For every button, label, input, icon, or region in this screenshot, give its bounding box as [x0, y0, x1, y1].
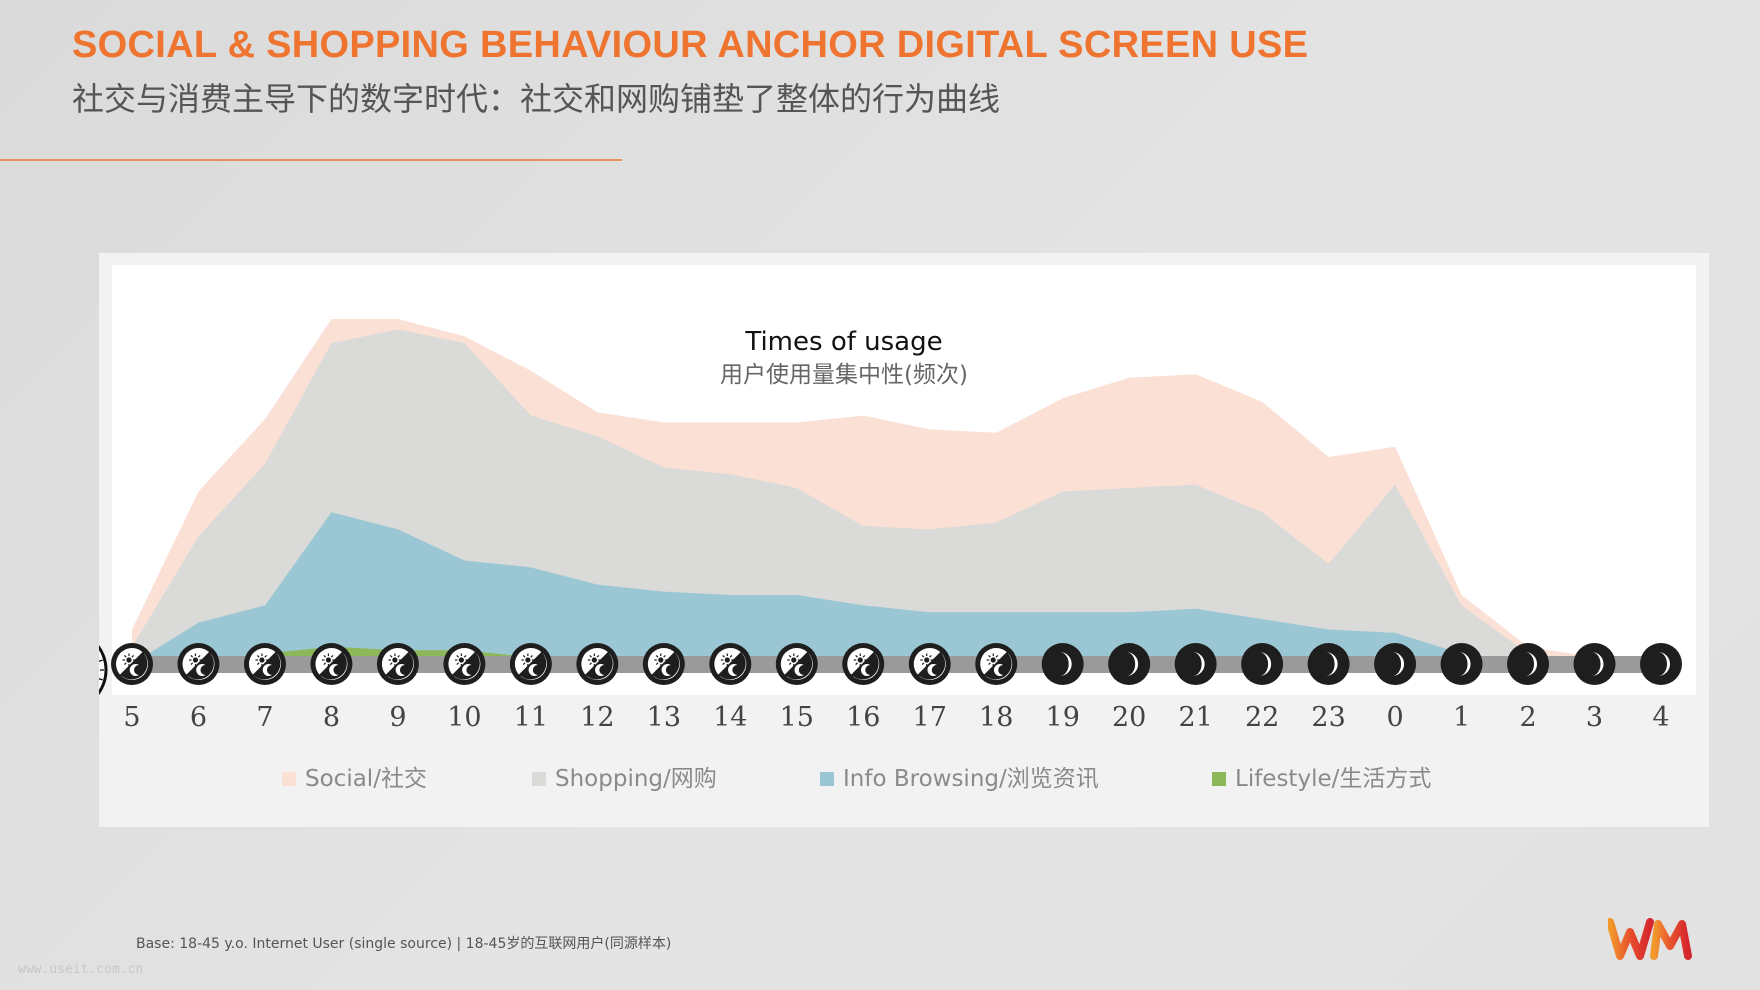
moon-icon: [1174, 643, 1217, 685]
legend-label: Info Browsing/浏览资讯: [843, 766, 1099, 792]
page-title: SOCIAL & SHOPPING BEHAVIOUR ANCHOR DIGIT…: [72, 24, 1309, 66]
x-tick-label: 9: [389, 702, 406, 733]
sun-moon-icon: [443, 643, 486, 685]
sun-moon-icon: [642, 643, 685, 685]
legend-label: Social/社交: [305, 766, 427, 792]
x-tick-label: 20: [1112, 702, 1146, 733]
sun-moon-icon: [975, 643, 1018, 685]
moon-icon: [1440, 643, 1483, 685]
x-tick-label: 17: [913, 702, 947, 733]
moon-icon: [1640, 643, 1682, 685]
sun-moon-icon: [908, 643, 951, 685]
sun-moon-icon: [111, 643, 153, 685]
chart-subtitle: 用户使用量集中性(频次): [720, 362, 968, 388]
x-tick-label: 8: [323, 702, 340, 733]
x-tick-label: 19: [1046, 702, 1080, 733]
x-tick-label: 7: [256, 702, 273, 733]
moon-icon: [1507, 643, 1550, 685]
moon-icon: [1573, 643, 1616, 685]
legend-label: Shopping/网购: [555, 766, 717, 792]
watermark-text: www.useit.com.cn: [18, 962, 144, 977]
page-subtitle: 社交与消费主导下的数字时代：社交和网购铺垫了整体的行为曲线: [72, 80, 1001, 118]
legend-label: Lifestyle/生活方式: [1235, 766, 1431, 792]
x-tick-label: 22: [1245, 702, 1279, 733]
x-tick-label: 18: [979, 702, 1013, 733]
legend-swatch: [282, 772, 296, 786]
sun-moon-icon: [243, 643, 286, 685]
x-tick-label: 23: [1311, 702, 1345, 733]
x-tick-label: 14: [713, 702, 747, 733]
x-tick-label: 2: [1519, 702, 1536, 733]
x-tick-label: 12: [580, 702, 614, 733]
moon-icon: [1307, 643, 1350, 685]
x-tick-label: 21: [1178, 702, 1212, 733]
sun-moon-icon: [310, 643, 353, 685]
timeline-bar: [115, 656, 1675, 673]
x-tick-label: 16: [846, 702, 880, 733]
x-tick-label: 6: [190, 702, 207, 733]
chart-legend: Social/社交 Shopping/网购 Info Browsing/浏览资讯 Li…: [282, 766, 1431, 792]
hour-icons-group: [111, 643, 1682, 685]
x-tick-label: 10: [447, 702, 481, 733]
wm-logo: [1608, 918, 1692, 960]
x-tick-label: 1: [1453, 702, 1470, 733]
x-tick-label: 5: [123, 702, 140, 733]
x-tick-label: 4: [1652, 702, 1669, 733]
x-tick-label: 11: [514, 702, 548, 733]
sun-moon-icon: [509, 643, 552, 685]
base-footnote: Base: 18-45 y.o. Internet User (single s…: [136, 936, 672, 952]
legend-swatch: [820, 772, 834, 786]
moon-icon: [1108, 643, 1151, 685]
moon-icon: [1241, 643, 1284, 685]
sun-moon-icon: [842, 643, 885, 685]
sun-moon-icon: [709, 643, 752, 685]
sun-moon-icon: [576, 643, 619, 685]
x-tick-label: 3: [1586, 702, 1603, 733]
moon-icon: [1041, 643, 1084, 685]
usage-area-chart: Times of usage 用户使用量集中性(频次) 5 6 7 8 9 10 11 12 1…: [99, 265, 1696, 792]
area-series-2: [132, 512, 1661, 664]
x-tick-labels: 5 6 7 8 9 10 11 12 13 14 15 16 17 18 19 20 21 22 23 0 1 2 3 4: [123, 702, 1669, 733]
legend-swatch: [532, 772, 546, 786]
x-tick-label: 0: [1386, 702, 1403, 733]
chart-panel: Times of usage 用户使用量集中性(频次) 5 6 7 8 9 10 11 12 1…: [99, 253, 1709, 827]
moon-icon: [1374, 643, 1417, 685]
chart-title: Times of usage: [744, 327, 942, 357]
title-divider: [0, 159, 622, 161]
x-tick-label: 15: [780, 702, 814, 733]
x-tick-label: 13: [647, 702, 681, 733]
area-series-group: [132, 319, 1661, 664]
sun-moon-icon: [775, 643, 818, 685]
sun-moon-icon: [376, 643, 419, 685]
legend-swatch: [1212, 772, 1226, 786]
sun-moon-icon: [177, 643, 220, 685]
clock-icon: [99, 644, 108, 696]
